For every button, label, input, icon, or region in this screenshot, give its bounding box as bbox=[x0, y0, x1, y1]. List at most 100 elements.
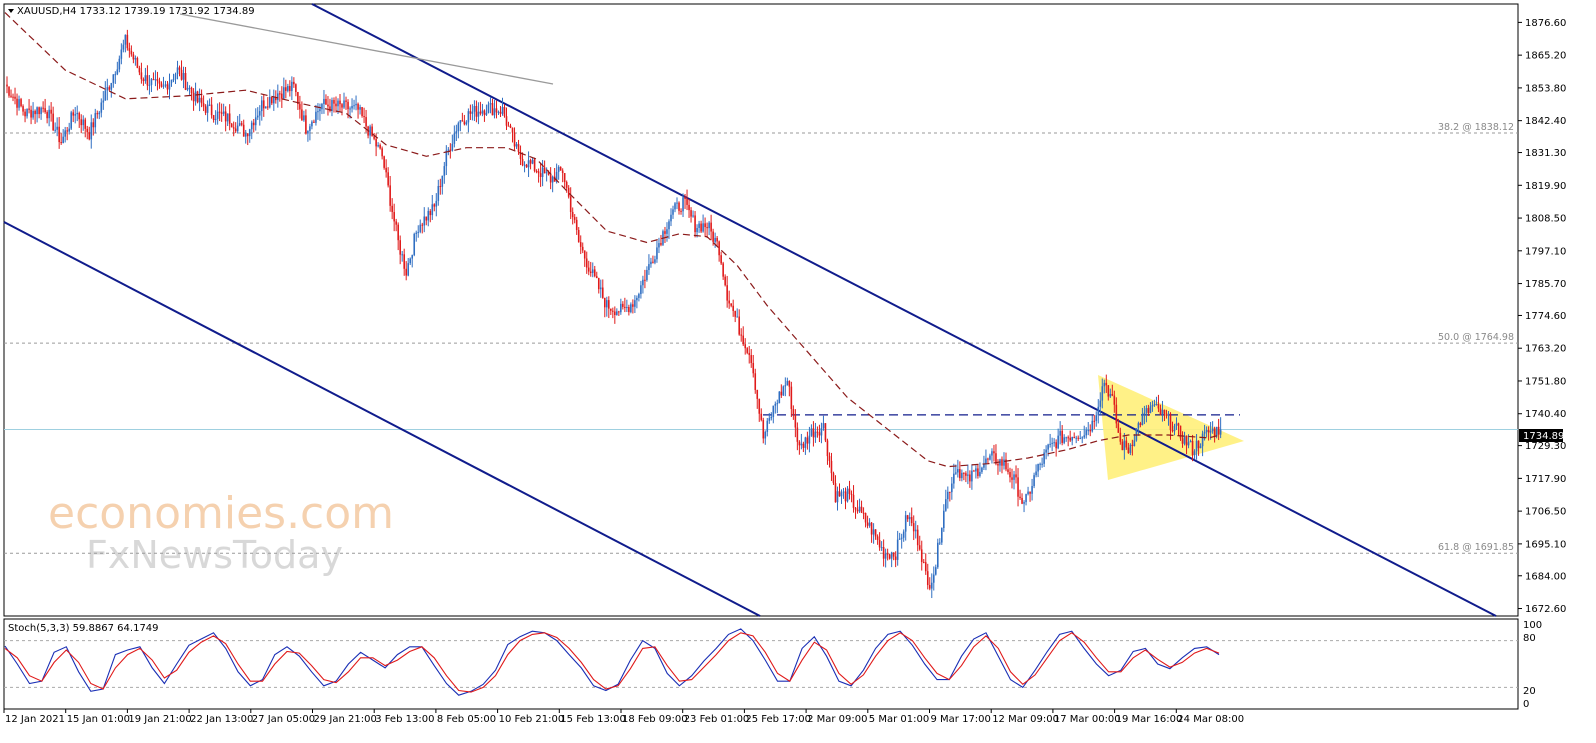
candle[interactable] bbox=[403, 248, 405, 276]
candle[interactable] bbox=[814, 422, 817, 443]
candle[interactable] bbox=[644, 269, 646, 289]
candle[interactable] bbox=[26, 108, 28, 119]
candle[interactable] bbox=[880, 541, 883, 551]
candle[interactable] bbox=[634, 295, 636, 314]
candle[interactable] bbox=[541, 159, 544, 187]
candle[interactable] bbox=[216, 103, 219, 125]
candle[interactable] bbox=[505, 107, 508, 131]
candle[interactable] bbox=[1167, 411, 1170, 426]
candle[interactable] bbox=[678, 201, 680, 215]
candle[interactable] bbox=[728, 290, 730, 309]
candle[interactable] bbox=[934, 564, 937, 576]
candle[interactable] bbox=[373, 132, 375, 141]
candle[interactable] bbox=[916, 525, 919, 552]
candle[interactable] bbox=[1111, 384, 1114, 397]
candle[interactable] bbox=[1099, 392, 1102, 415]
candle[interactable] bbox=[166, 81, 169, 95]
candle[interactable] bbox=[914, 520, 917, 539]
candle[interactable] bbox=[182, 66, 185, 89]
candle[interactable] bbox=[1013, 470, 1015, 490]
candle[interactable] bbox=[415, 230, 418, 242]
candle[interactable] bbox=[648, 254, 650, 275]
candle[interactable] bbox=[76, 105, 79, 122]
candle[interactable] bbox=[587, 260, 590, 276]
candle[interactable] bbox=[453, 125, 456, 148]
candle[interactable] bbox=[1147, 404, 1150, 416]
candle[interactable] bbox=[391, 198, 393, 220]
candle[interactable] bbox=[1089, 424, 1092, 437]
candle[interactable] bbox=[979, 462, 981, 478]
candle[interactable] bbox=[852, 485, 855, 513]
candle[interactable] bbox=[682, 193, 684, 218]
candle[interactable] bbox=[1185, 435, 1188, 455]
candle[interactable] bbox=[1195, 434, 1198, 460]
candle[interactable] bbox=[565, 180, 568, 193]
candle[interactable] bbox=[168, 73, 171, 100]
candle[interactable] bbox=[118, 55, 121, 73]
candle[interactable] bbox=[826, 438, 829, 465]
candle[interactable] bbox=[1031, 478, 1033, 501]
candle[interactable] bbox=[882, 539, 885, 567]
candle[interactable] bbox=[770, 412, 773, 421]
candle[interactable] bbox=[1149, 402, 1152, 414]
candle[interactable] bbox=[323, 89, 325, 114]
candle[interactable] bbox=[256, 107, 259, 120]
candle[interactable] bbox=[234, 122, 237, 134]
candle[interactable] bbox=[1055, 439, 1057, 457]
candle[interactable] bbox=[479, 101, 482, 116]
candle[interactable] bbox=[1209, 421, 1212, 440]
candle[interactable] bbox=[1157, 394, 1160, 413]
candle[interactable] bbox=[461, 112, 464, 122]
candle[interactable] bbox=[616, 308, 618, 316]
candle[interactable] bbox=[965, 471, 967, 483]
candle[interactable] bbox=[690, 207, 692, 223]
candle[interactable] bbox=[698, 220, 700, 233]
candle[interactable] bbox=[748, 345, 751, 364]
candle[interactable] bbox=[818, 424, 821, 443]
candle[interactable] bbox=[981, 466, 983, 474]
candle[interactable] bbox=[1121, 439, 1124, 451]
candle[interactable] bbox=[196, 90, 199, 104]
candle[interactable] bbox=[220, 103, 223, 122]
candle[interactable] bbox=[591, 262, 594, 278]
candle[interactable] bbox=[82, 115, 85, 131]
candle[interactable] bbox=[902, 529, 905, 542]
candle[interactable] bbox=[407, 258, 410, 277]
candle[interactable] bbox=[868, 518, 871, 528]
candle[interactable] bbox=[14, 87, 16, 105]
candle[interactable] bbox=[680, 208, 682, 215]
candle[interactable] bbox=[38, 106, 40, 119]
candle[interactable] bbox=[1051, 437, 1053, 452]
candle[interactable] bbox=[822, 415, 825, 431]
candle[interactable] bbox=[1155, 396, 1158, 406]
candle[interactable] bbox=[443, 161, 446, 184]
trend-line[interactable] bbox=[179, 13, 554, 85]
candle[interactable] bbox=[56, 117, 58, 137]
candle[interactable] bbox=[620, 298, 622, 315]
candle[interactable] bbox=[307, 130, 309, 142]
candle[interactable] bbox=[341, 103, 343, 116]
candle[interactable] bbox=[816, 426, 819, 438]
candle[interactable] bbox=[507, 121, 510, 127]
candle[interactable] bbox=[1127, 442, 1130, 454]
candle[interactable] bbox=[660, 234, 662, 247]
candle[interactable] bbox=[638, 292, 640, 302]
candle[interactable] bbox=[870, 521, 873, 543]
candle[interactable] bbox=[1095, 411, 1098, 427]
candle[interactable] bbox=[295, 83, 297, 97]
candle[interactable] bbox=[465, 120, 468, 126]
candle[interactable] bbox=[838, 483, 841, 497]
candle[interactable] bbox=[991, 448, 993, 464]
candle[interactable] bbox=[176, 60, 179, 80]
candle[interactable] bbox=[702, 214, 704, 233]
candle[interactable] bbox=[640, 280, 642, 299]
candle[interactable] bbox=[1021, 493, 1023, 505]
candle[interactable] bbox=[483, 109, 486, 122]
candle[interactable] bbox=[862, 507, 865, 520]
candle[interactable] bbox=[377, 142, 379, 148]
candle[interactable] bbox=[618, 310, 620, 316]
candle[interactable] bbox=[1023, 500, 1025, 513]
candle[interactable] bbox=[722, 261, 724, 280]
candle[interactable] bbox=[214, 110, 217, 125]
candle[interactable] bbox=[778, 391, 781, 404]
